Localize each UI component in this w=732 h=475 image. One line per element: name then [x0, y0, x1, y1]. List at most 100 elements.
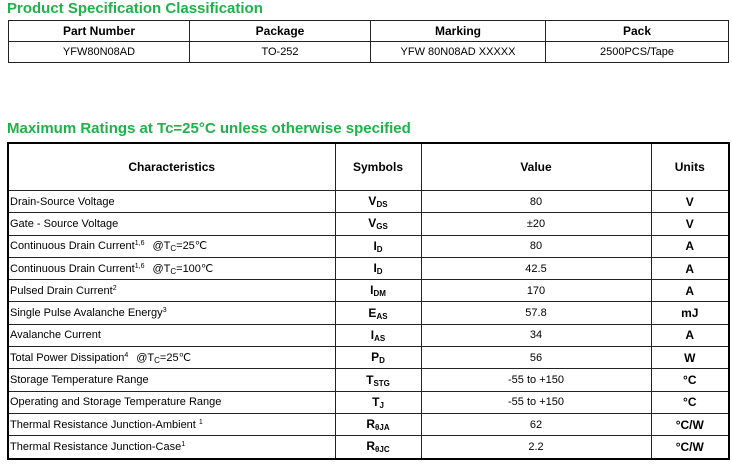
symbol-subscript: AS	[376, 311, 388, 321]
value: 42.5	[420, 256, 652, 281]
symbol-letter: I	[373, 238, 377, 253]
footnote-ref: 4	[124, 351, 129, 359]
unit: A	[650, 256, 730, 281]
characteristic-name: Drain-Source Voltage	[10, 195, 115, 208]
symbol: PD	[334, 346, 422, 370]
table-row: Pulsed Drain Current2 IDM 170 A	[7, 279, 730, 303]
characteristic-name: Gate - Source Voltage	[10, 217, 119, 230]
symbol-subscript: θJA	[375, 423, 390, 433]
symbol-subscript: AS	[374, 333, 386, 343]
header-marking: Marking	[370, 20, 546, 42]
symbol-letter: R	[366, 439, 376, 454]
characteristic: Operating and Storage Temperature Range	[7, 390, 336, 414]
condition: @TC=25℃	[136, 352, 191, 365]
characteristic: Thermal Resistance Junction-Ambient 1	[7, 412, 336, 437]
unit: A	[650, 234, 730, 258]
value: 62	[420, 412, 652, 437]
symbol-letter: I	[373, 261, 377, 276]
header-part-number: Part Number	[8, 20, 190, 42]
product-spec-table: Part Number Package Marking Pack YFW80N0…	[8, 20, 729, 63]
symbol: EAS	[334, 301, 422, 325]
table-row: Continuous Drain Current1,6 @TC=25℃ ID 80 A	[7, 234, 730, 258]
table-row: Storage Temperature Range TSTG -55 to +150…	[7, 368, 730, 392]
package: TO-252	[189, 41, 371, 63]
table-header-row: Characteristics Symbols Value Units	[7, 142, 730, 191]
value: 170	[420, 279, 652, 303]
characteristic: Avalanche Current	[7, 323, 336, 348]
value: -55 to +150	[420, 368, 652, 392]
value: 56	[420, 346, 652, 370]
characteristic-name: Thermal Resistance Junction-Case	[10, 440, 182, 453]
unit: °C	[650, 368, 730, 392]
condition: @TC=100℃	[152, 262, 214, 276]
table-row: Continuous Drain Current1,6 @TC=100℃ ID 42.…	[7, 256, 730, 281]
symbol: VDS	[334, 189, 422, 214]
symbol-subscript: J	[379, 400, 384, 410]
characteristic: Storage Temperature Range	[7, 368, 336, 392]
characteristic-name: Single Pulse Avalanche Energy	[10, 307, 163, 320]
symbol: ID	[334, 256, 422, 281]
characteristic: Continuous Drain Current1,6 @TC=25℃	[7, 234, 336, 258]
symbol-letter: I	[370, 283, 374, 298]
table-row: Drain-Source Voltage VDS 80 V	[7, 189, 730, 214]
table-row: Thermal Resistance Junction-Case1 RθJC 2.2…	[7, 435, 730, 460]
symbol-letter: R	[366, 417, 376, 432]
symbol-letter: V	[368, 216, 377, 231]
characteristic-name: Continuous Drain Current	[10, 240, 135, 253]
symbol: IDM	[334, 279, 422, 303]
value: 80	[420, 189, 652, 214]
condition-subscript: C	[154, 355, 160, 365]
symbol-letter: E	[368, 305, 377, 320]
symbol-subscript: DM	[373, 289, 386, 299]
symbol-subscript: DS	[376, 200, 388, 210]
symbol: RθJC	[334, 435, 422, 460]
symbol-letter: T	[372, 394, 380, 409]
part-number: YFW80N08AD	[8, 41, 190, 63]
characteristic-name: Pulsed Drain Current	[10, 284, 113, 297]
condition-value: =100℃	[176, 262, 214, 275]
footnote-ref: 2	[112, 284, 117, 292]
condition-value: =25℃	[176, 240, 208, 253]
value: -55 to +150	[420, 390, 652, 414]
marking: YFW 80N08AD XXXXX	[370, 41, 546, 63]
symbol-subscript: STG	[373, 378, 390, 388]
section-title-max-ratings: Maximum Ratings at Tc=25°C unless otherw…	[7, 120, 411, 137]
characteristic-name: Storage Temperature Range	[10, 374, 149, 387]
value: 34	[420, 323, 652, 348]
table-row: Avalanche Current IAS 34 A	[7, 323, 730, 348]
table-row: Operating and Storage Temperature Range T…	[7, 390, 730, 414]
table-row: Single Pulse Avalanche Energy3 EAS 57.8 mJ	[7, 301, 730, 325]
symbol-subscript: GS	[376, 222, 388, 232]
header-characteristics: Characteristics	[7, 142, 336, 191]
value: 80	[420, 234, 652, 258]
header-pack: Pack	[545, 20, 729, 42]
condition-prefix: @T	[152, 240, 171, 253]
table-row: YFW80N08AD TO-252 YFW 80N08AD XXXXX 2500…	[8, 41, 729, 63]
section-title-product-spec: Product Specification Classification	[7, 0, 263, 17]
symbol-letter: P	[371, 350, 380, 365]
table-row: Gate - Source Voltage VGS ±20 V	[7, 212, 730, 236]
characteristic-name: Operating and Storage Temperature Range	[10, 396, 222, 409]
characteristic: Drain-Source Voltage	[7, 189, 336, 214]
symbol: RθJA	[334, 412, 422, 437]
symbol: ID	[334, 234, 422, 258]
symbol: VGS	[334, 212, 422, 236]
footnote-ref: 1,6	[134, 240, 145, 248]
value: 57.8	[420, 301, 652, 325]
symbol: TJ	[334, 390, 422, 414]
footnote-ref: 1	[181, 440, 186, 448]
condition-subscript: C	[170, 244, 177, 254]
characteristic: Single Pulse Avalanche Energy3	[7, 301, 336, 325]
symbol-letter: T	[366, 372, 374, 387]
pack: 2500PCS/Tape	[545, 41, 729, 63]
unit: A	[650, 279, 730, 303]
unit: W	[650, 346, 730, 370]
symbol-letter: I	[370, 327, 375, 342]
header-package: Package	[189, 20, 371, 42]
characteristic: Pulsed Drain Current2	[7, 279, 336, 303]
characteristic-name: Total Power Dissipation	[10, 351, 125, 364]
symbol: IAS	[334, 323, 422, 348]
condition: @TC=25℃	[152, 240, 208, 254]
table-row: Thermal Resistance Junction-Ambient 1 RθJ…	[7, 412, 730, 437]
table-header-row: Part Number Package Marking Pack	[8, 20, 729, 42]
